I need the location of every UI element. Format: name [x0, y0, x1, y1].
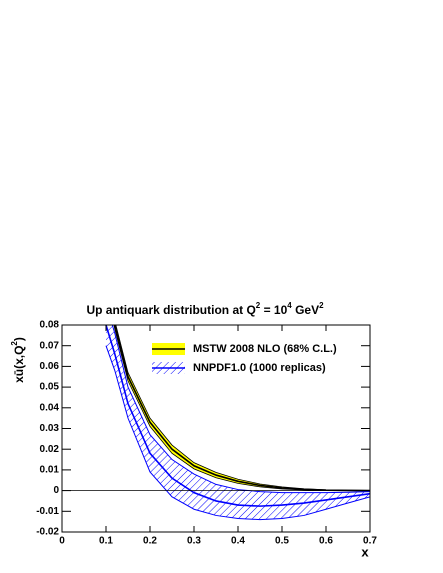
plot-area	[105, 325, 370, 521]
band-fill	[106, 325, 370, 520]
legend-label: MSTW 2008 NLO (68% C.L.)	[193, 343, 337, 355]
y-tick-label: 0.02	[40, 444, 60, 455]
y-tick-label: 0.07	[40, 340, 60, 351]
x-axis-title: x	[361, 544, 369, 559]
x-tick-label: 0.1	[99, 536, 113, 547]
y-tick-label: -0.02	[36, 527, 59, 538]
y-tick-label: 0.04	[40, 402, 60, 413]
y-tick-label: 0	[53, 485, 59, 496]
y-tick-label: 0.08	[40, 320, 60, 331]
x-tick-label: 0.6	[319, 536, 333, 547]
band-edge	[105, 345, 370, 521]
y-axis-title: xū(x,Q2)	[10, 337, 26, 383]
x-tick-label: 0.4	[231, 536, 245, 547]
x-tick-label: 0.7	[363, 536, 377, 547]
x-tick-label: 0.5	[275, 536, 289, 547]
y-tick-label: 0.06	[40, 361, 60, 372]
band-edge	[111, 325, 370, 494]
y-tick-label: 0.01	[40, 465, 60, 476]
y-tick-label: 0.03	[40, 423, 60, 434]
chart-title: Up antiquark distribution at Q2 = 104 Ge…	[86, 301, 324, 317]
x-tick-label: 0.2	[143, 536, 157, 547]
central-line	[105, 325, 370, 507]
y-tick-label: -0.01	[36, 506, 59, 517]
x-tick-label: 0	[59, 536, 65, 547]
y-tick-label: 0.05	[40, 382, 60, 393]
x-tick-label: 0.3	[187, 536, 201, 547]
central-line	[113, 325, 370, 492]
legend-label: NNPDF1.0 (1000 replicas)	[193, 362, 326, 374]
